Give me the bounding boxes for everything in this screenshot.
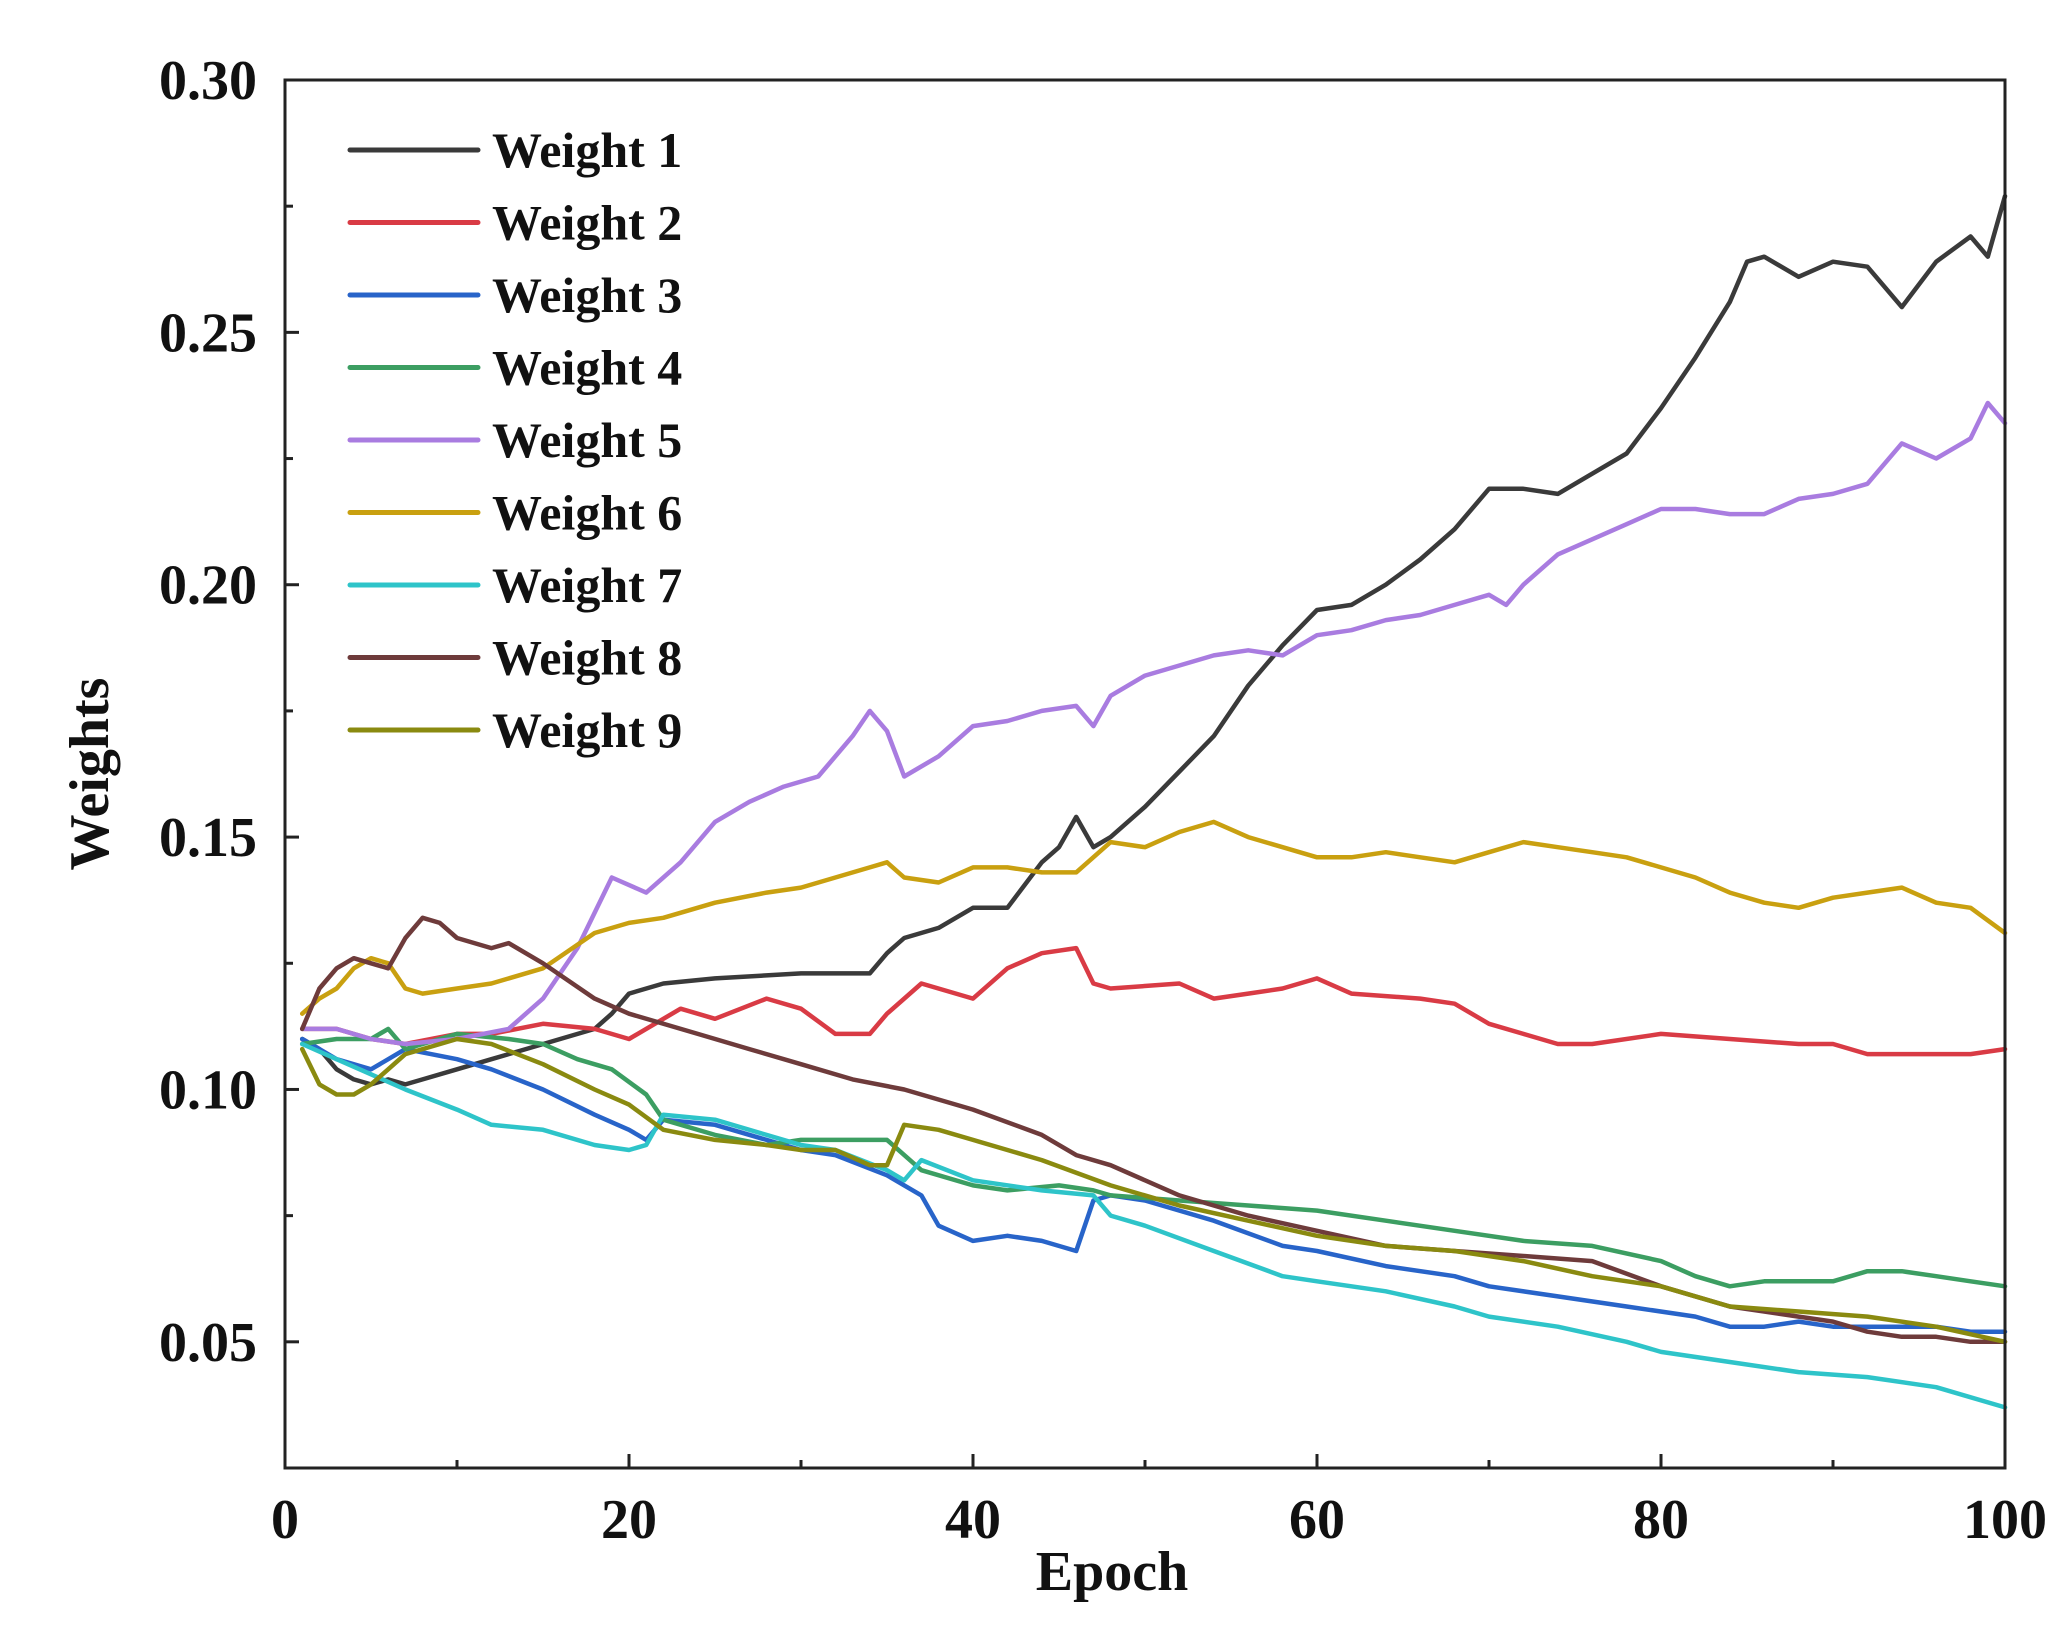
- legend-label-weight-8: Weight 8: [492, 630, 682, 686]
- legend-label-weight-2: Weight 2: [492, 195, 682, 251]
- series-line-weight-6: [299, 819, 2008, 1016]
- legend-label-weight-3: Weight 3: [492, 267, 682, 323]
- y-tick-label: 0.05: [159, 1312, 257, 1374]
- y-tick-label: 0.30: [159, 50, 257, 112]
- series-line-weight-4: [299, 1026, 2008, 1289]
- x-tick-label: 80: [1633, 1489, 1689, 1551]
- x-tick-label: 0: [271, 1489, 299, 1551]
- axis-ticks: 0 20 40 60 80 100 0.05 0.10 0.15 0.20 0.25 0.30: [159, 50, 2047, 1551]
- y-tick-label: 0.15: [159, 807, 257, 869]
- y-tick-label: 0.25: [159, 302, 257, 364]
- series-line-weight-7: [299, 1041, 2008, 1410]
- legend-label-weight-4: Weight 4: [492, 340, 682, 396]
- series-line-weight-5: [299, 400, 2008, 1047]
- x-tick-label: 20: [601, 1489, 657, 1551]
- legend-label-weight-7: Weight 7: [492, 557, 682, 613]
- legend: Weight 1 Weight 2 Weight 3 Weight 4 Weight 5…: [347, 122, 682, 758]
- x-tick-label: 100: [1963, 1489, 2047, 1551]
- legend-label-weight-5: Weight 5: [492, 412, 682, 468]
- series-line-weight-9: [299, 1036, 2008, 1345]
- legend-label-weight-1: Weight 1: [492, 122, 682, 178]
- series-layer: [299, 193, 2008, 1410]
- series-line-weight-3: [299, 1036, 2008, 1334]
- y-axis-title: Weights: [59, 678, 121, 871]
- legend-label-weight-9: Weight 9: [492, 702, 682, 758]
- series-line-weight-2: [299, 945, 2008, 1057]
- series-line-weight-8: [299, 915, 2008, 1345]
- legend-label-weight-6: Weight 6: [492, 485, 682, 541]
- y-tick-label: 0.10: [159, 1059, 257, 1121]
- x-tick-label: 40: [945, 1489, 1001, 1551]
- x-axis-title: Epoch: [1036, 1541, 1189, 1603]
- y-tick-label: 0.20: [159, 555, 257, 617]
- x-tick-label: 60: [1289, 1489, 1345, 1551]
- series-line-weight-1: [299, 193, 2008, 1087]
